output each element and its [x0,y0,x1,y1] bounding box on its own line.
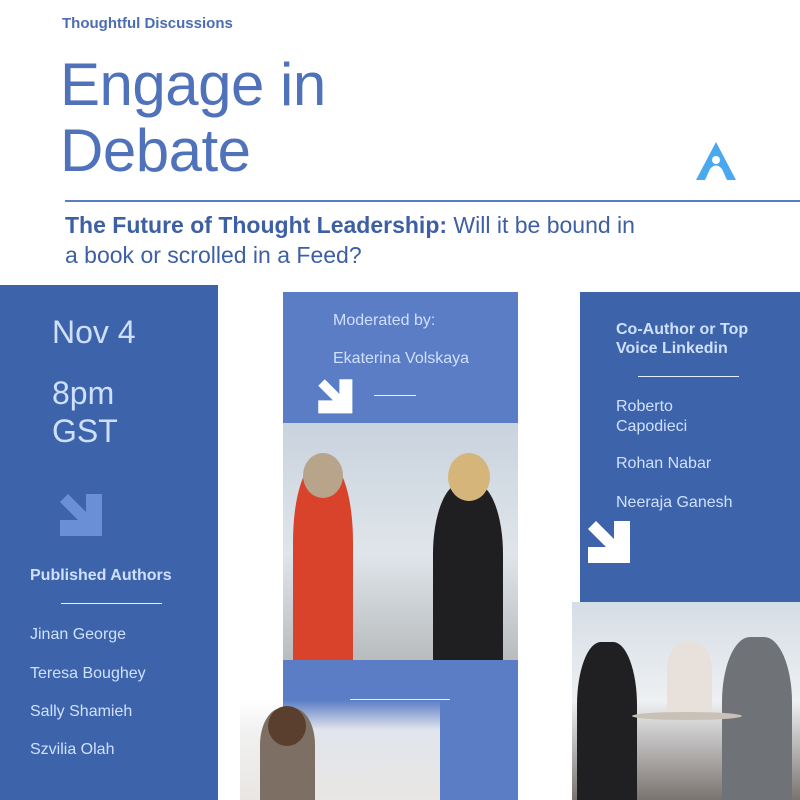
subtitle: The Future of Thought Leadership: Will i… [65,210,645,270]
page-title: Engage in Debate [60,52,326,184]
event-panel [0,285,218,800]
arrow-down-right-icon [318,379,353,414]
title-line: Debate [60,117,251,184]
arrow-down-right-icon [588,521,630,563]
co-author-name: Rohan Nabar [616,455,712,472]
divider [61,603,162,604]
divider [638,376,739,377]
divider [350,699,450,700]
subtitle-bold: The Future of Thought Leadership: [65,212,448,238]
event-time: 8pm GST [52,374,118,450]
co-author-name: Neeraja Ganesh [616,494,733,511]
divider [65,200,800,202]
letter-a-logo [696,142,736,180]
moderator-label: Moderated by: [333,312,436,329]
heading-line: Voice Linkedin [616,340,728,357]
divider [374,395,416,396]
author-name: Szvilia Olah [30,741,115,758]
title-line: Engage in [60,51,326,118]
moderator-name: Ekaterina Volskaya [333,350,470,367]
author-name: Jinan George [30,626,127,643]
arrow-down-right-icon [60,494,102,536]
photo-two-women-talking [283,423,518,660]
author-name: Sally Shamieh [30,703,133,720]
co-authors-heading: Co-Author or Top Voice Linkedin [616,320,748,358]
co-author-name: Roberto Capodieci [616,398,688,435]
photo-speaker [240,700,440,800]
timezone: GST [52,413,118,449]
published-authors-heading: Published Authors [30,567,172,584]
author-name: Teresa Boughey [30,665,146,682]
event-date: Nov 4 [52,314,136,350]
photo-meeting-table [572,602,800,800]
subtitle-rest: Will it be bound in a book or scrolled i… [65,212,635,268]
heading-line: Co-Author or Top [616,321,749,338]
kicker: Thoughtful Discussions [62,15,233,32]
time: 8pm [52,375,115,411]
